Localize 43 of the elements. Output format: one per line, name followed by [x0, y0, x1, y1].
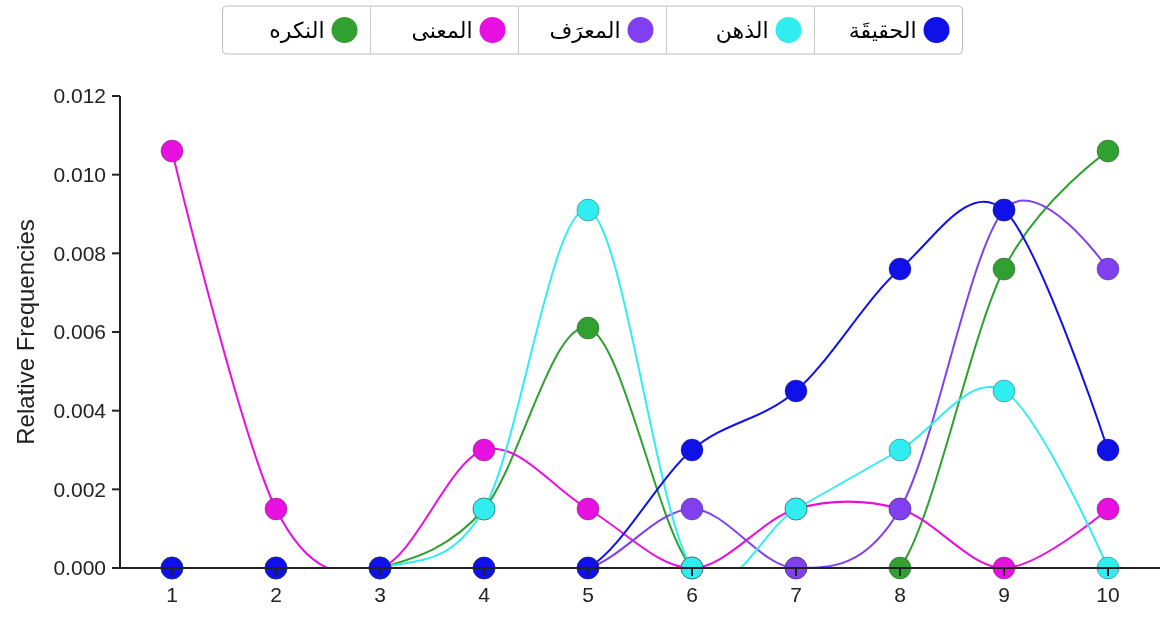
- x-tick-label: 7: [790, 583, 802, 606]
- point: [160, 139, 184, 163]
- point: [992, 556, 1016, 580]
- x-tick-label: 2: [270, 583, 282, 606]
- point: [264, 497, 288, 521]
- point: [576, 316, 600, 340]
- x-tick-label: 3: [374, 583, 386, 606]
- x-tick-label: 10: [1096, 583, 1120, 606]
- point: [1096, 139, 1120, 163]
- x-tick-label: 4: [478, 583, 491, 606]
- point: [576, 497, 600, 521]
- point: [1096, 556, 1120, 580]
- point: [1096, 257, 1120, 281]
- x-tick-label: 9: [998, 583, 1010, 606]
- y-tick-label: 0.000: [53, 556, 106, 580]
- point: [472, 438, 496, 462]
- legend-label: الذهن: [715, 17, 769, 43]
- point: [680, 497, 704, 521]
- x-tick-label: 8: [894, 583, 906, 606]
- legend-label: الحقيقَة: [848, 17, 917, 43]
- point: [680, 438, 704, 462]
- legend-label: المعنى: [411, 17, 473, 43]
- y-tick-label: 0.008: [53, 241, 106, 265]
- point: [992, 257, 1016, 281]
- y-tick-label: 0.002: [53, 477, 106, 501]
- y-tick-label: 0.010: [53, 163, 106, 187]
- x-tick-label: 5: [582, 583, 594, 606]
- legend-label: المعرَف: [549, 17, 621, 43]
- point: [784, 379, 808, 403]
- y-axis-title: Relative Frequencies: [12, 219, 39, 445]
- point: [992, 379, 1016, 403]
- point: [888, 438, 912, 462]
- point: [1096, 497, 1120, 521]
- point: [888, 257, 912, 281]
- point: [1096, 438, 1120, 462]
- point: [576, 198, 600, 222]
- x-tick-label: 6: [686, 583, 698, 606]
- y-tick-label: 0.004: [53, 399, 107, 423]
- y-tick-label: 0.012: [53, 84, 106, 108]
- legend-label: النكره: [269, 17, 325, 43]
- point: [888, 556, 912, 580]
- y-tick-label: 0.006: [53, 320, 106, 344]
- x-tick-label: 1: [166, 583, 178, 606]
